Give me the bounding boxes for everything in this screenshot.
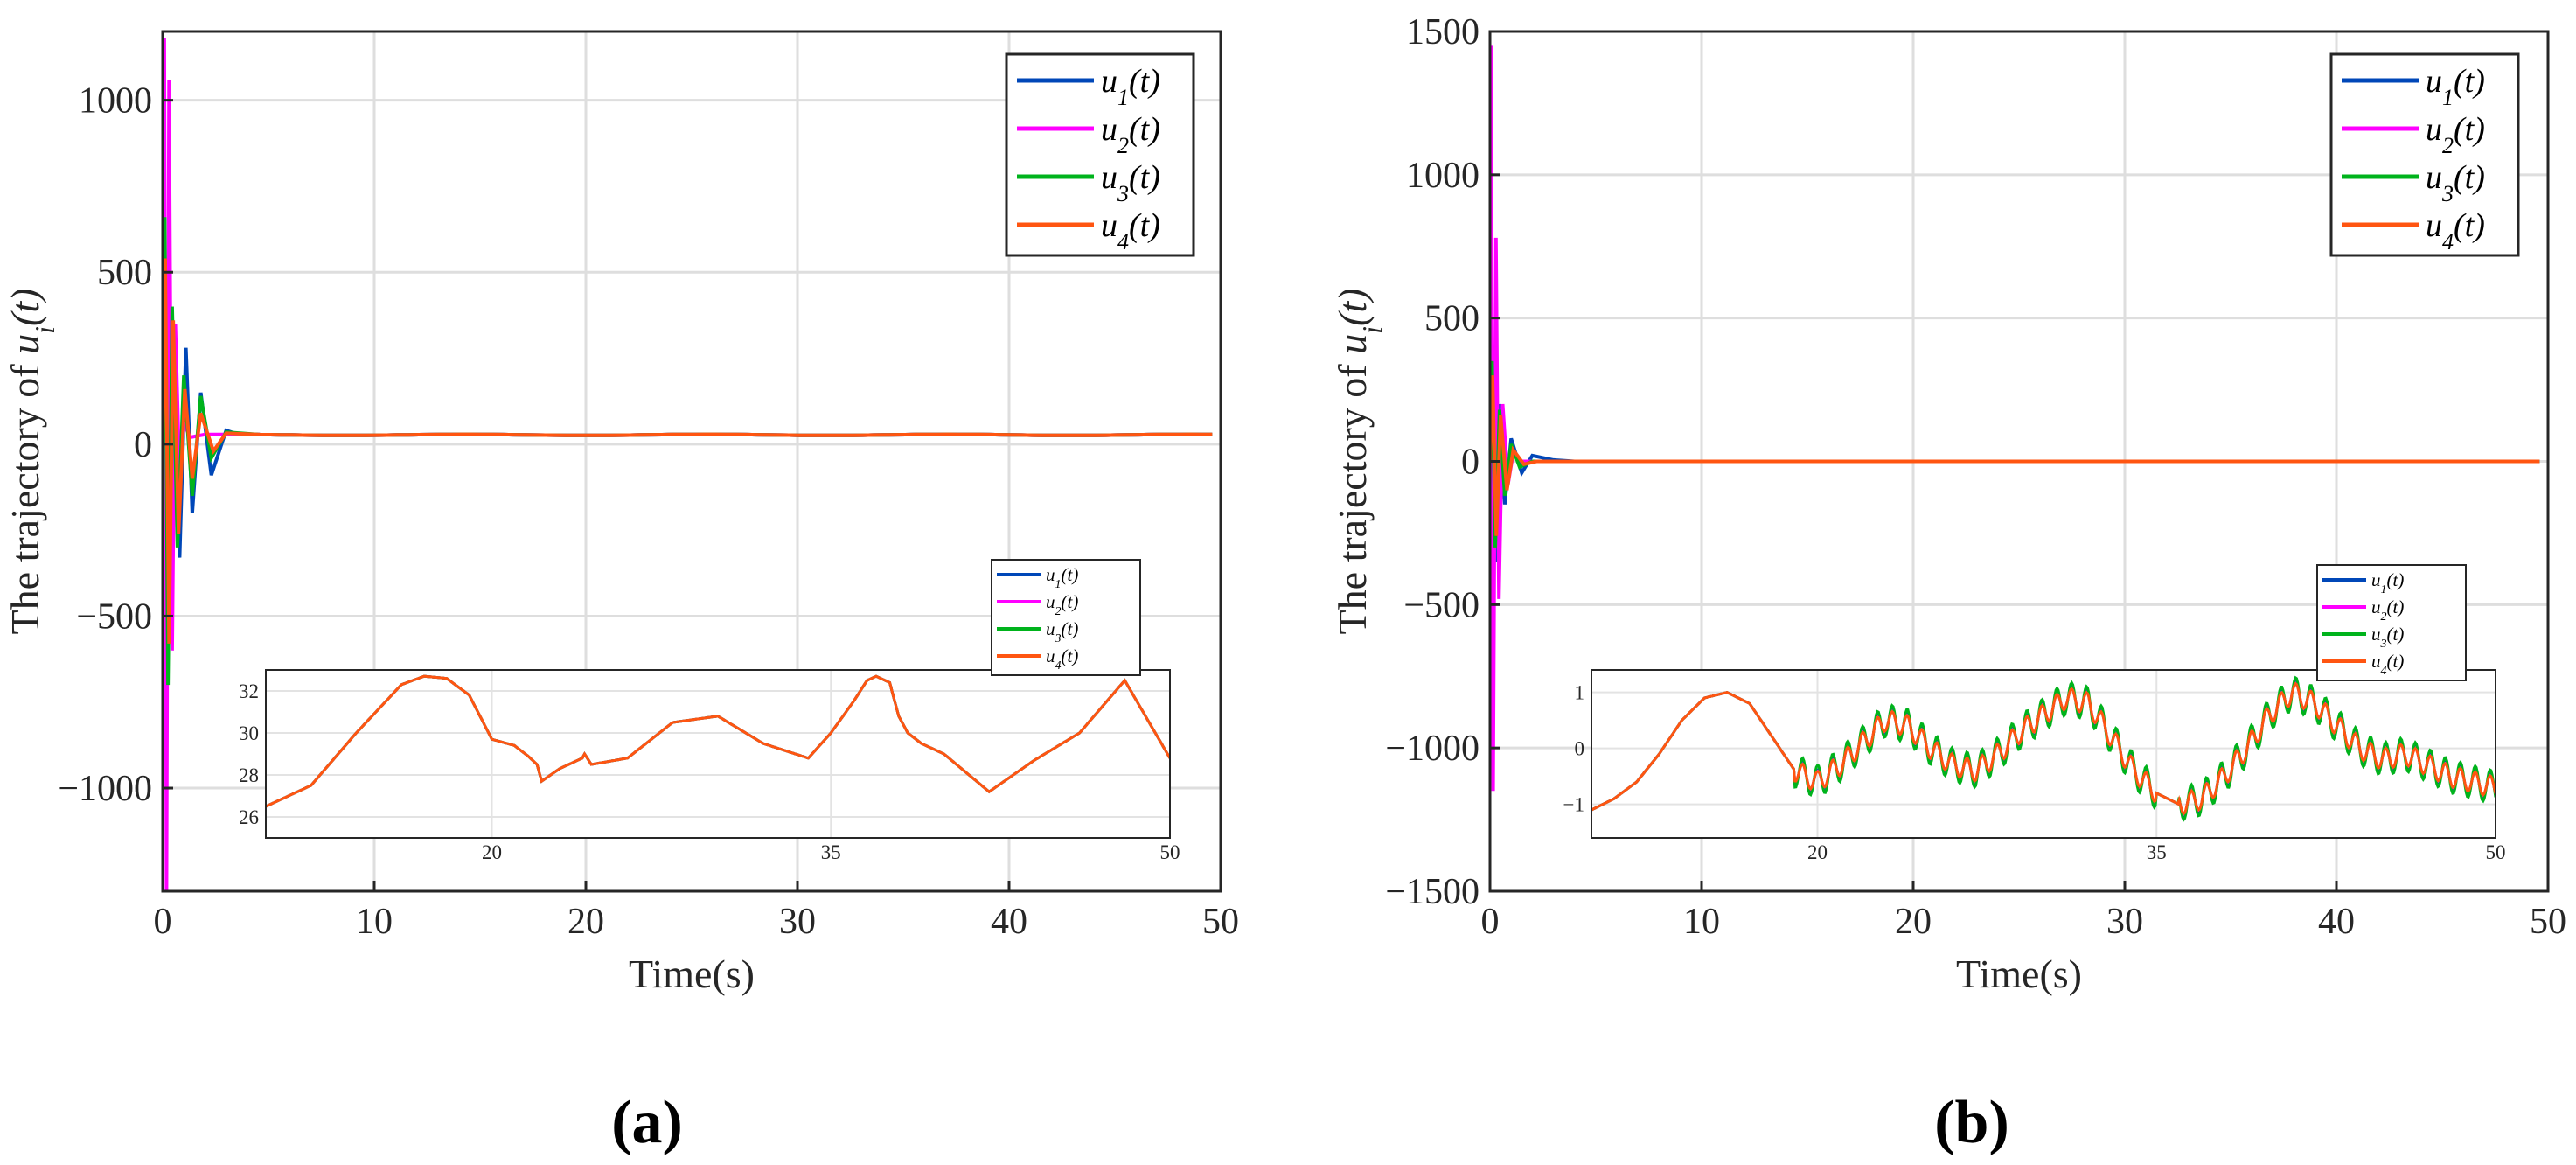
x-tick-label: 50 xyxy=(1202,902,1239,942)
legend-box xyxy=(2329,52,2520,257)
y-tick-label: −500 xyxy=(76,596,152,637)
y-tick-label: 500 xyxy=(1424,299,1479,339)
panel-label-a: (a) xyxy=(611,1089,683,1156)
x-tick-label: 30 xyxy=(2106,902,2143,942)
y-tick-label: −1000 xyxy=(58,769,152,809)
y-tick-label: 0 xyxy=(134,425,152,465)
x-tick-label: 30 xyxy=(779,902,816,942)
series-line-u3 xyxy=(1490,360,2540,548)
x-tick-label: 20 xyxy=(567,902,604,942)
y-tick-label: 1000 xyxy=(1406,156,1479,196)
series-line-u4 xyxy=(1490,375,2540,536)
y-tick-label: 0 xyxy=(1461,443,1479,483)
y-tick-label: −1500 xyxy=(1385,872,1479,912)
x-tick-label: 10 xyxy=(356,902,393,942)
x-tick-label: 20 xyxy=(1895,902,1932,942)
x-tick-label: 0 xyxy=(1481,902,1500,942)
series-group xyxy=(163,38,1213,891)
y-axis-label: The trajectory of ui(t) xyxy=(3,289,60,635)
inset-series-group xyxy=(266,674,1170,808)
legend-label: u3(t) xyxy=(2371,624,2404,651)
inset-y-tick-label: 28 xyxy=(239,764,259,786)
y-tick-label: 1500 xyxy=(1406,12,1479,52)
inset-y-tick-label: 32 xyxy=(239,680,259,702)
y-tick-label: −500 xyxy=(1403,585,1479,625)
x-tick-label: 40 xyxy=(991,902,1027,942)
series-line-u1 xyxy=(163,333,1213,582)
inset-x-tick-label: 35 xyxy=(2147,841,2167,863)
series-line-u4 xyxy=(163,258,1213,644)
inset-series-line-u4 xyxy=(266,674,1170,808)
x-axis-label: Time(s) xyxy=(629,952,755,996)
chart-b: 0 10 20 30 40 50150010005000−500−1000−1500Tim… xyxy=(1330,12,2566,996)
series-group xyxy=(1490,45,2540,792)
inset-x-tick-label: 50 xyxy=(2486,841,2506,863)
chart-a: 0 10 20 30 40 50 1000 500 0 −500 −1000 Time(s) The t… xyxy=(3,30,1239,996)
y-tick-label: 500 xyxy=(97,253,152,293)
legend-label: u4(t) xyxy=(1046,645,1078,673)
inset-y-tick-label: 0 xyxy=(1575,738,1585,760)
inset-series-group xyxy=(1591,675,2496,822)
x-tick-label: 50 xyxy=(2530,902,2566,942)
inset-y-tick-label: 26 xyxy=(239,806,259,828)
axes-box xyxy=(161,30,1222,893)
y-tick-label: −1000 xyxy=(1385,729,1479,769)
x-tick-label: 0 xyxy=(154,902,172,942)
y-tick-label: 1000 xyxy=(79,81,152,122)
y-axis-label: The trajectory of ui(t) xyxy=(1330,289,1388,635)
series-line-u1 xyxy=(1490,389,2540,562)
x-axis-label: Time(s) xyxy=(1956,952,2082,996)
inset-x-tick-label: 35 xyxy=(821,841,841,863)
inset-y-tick-label: −1 xyxy=(1563,794,1584,816)
inset-x-tick-label: 20 xyxy=(482,841,502,863)
inset-y-tick-label: 1 xyxy=(1575,682,1585,704)
x-tick-label: 10 xyxy=(1683,902,1720,942)
inset-axes-box xyxy=(1591,669,2496,839)
inset-axes-box xyxy=(265,669,1171,839)
inset-y-tick-label: 30 xyxy=(239,722,259,744)
inset-background xyxy=(1591,670,2496,838)
inset-x-tick-label: 20 xyxy=(1807,841,1828,863)
inset-background xyxy=(266,670,1170,838)
x-tick-label: 40 xyxy=(2318,902,2355,942)
panel-label-b: (b) xyxy=(1934,1089,2009,1156)
inset-x-tick-label: 50 xyxy=(1160,841,1180,863)
inset-series-line-u4 xyxy=(1591,681,2496,816)
legend-box xyxy=(1005,52,1195,257)
